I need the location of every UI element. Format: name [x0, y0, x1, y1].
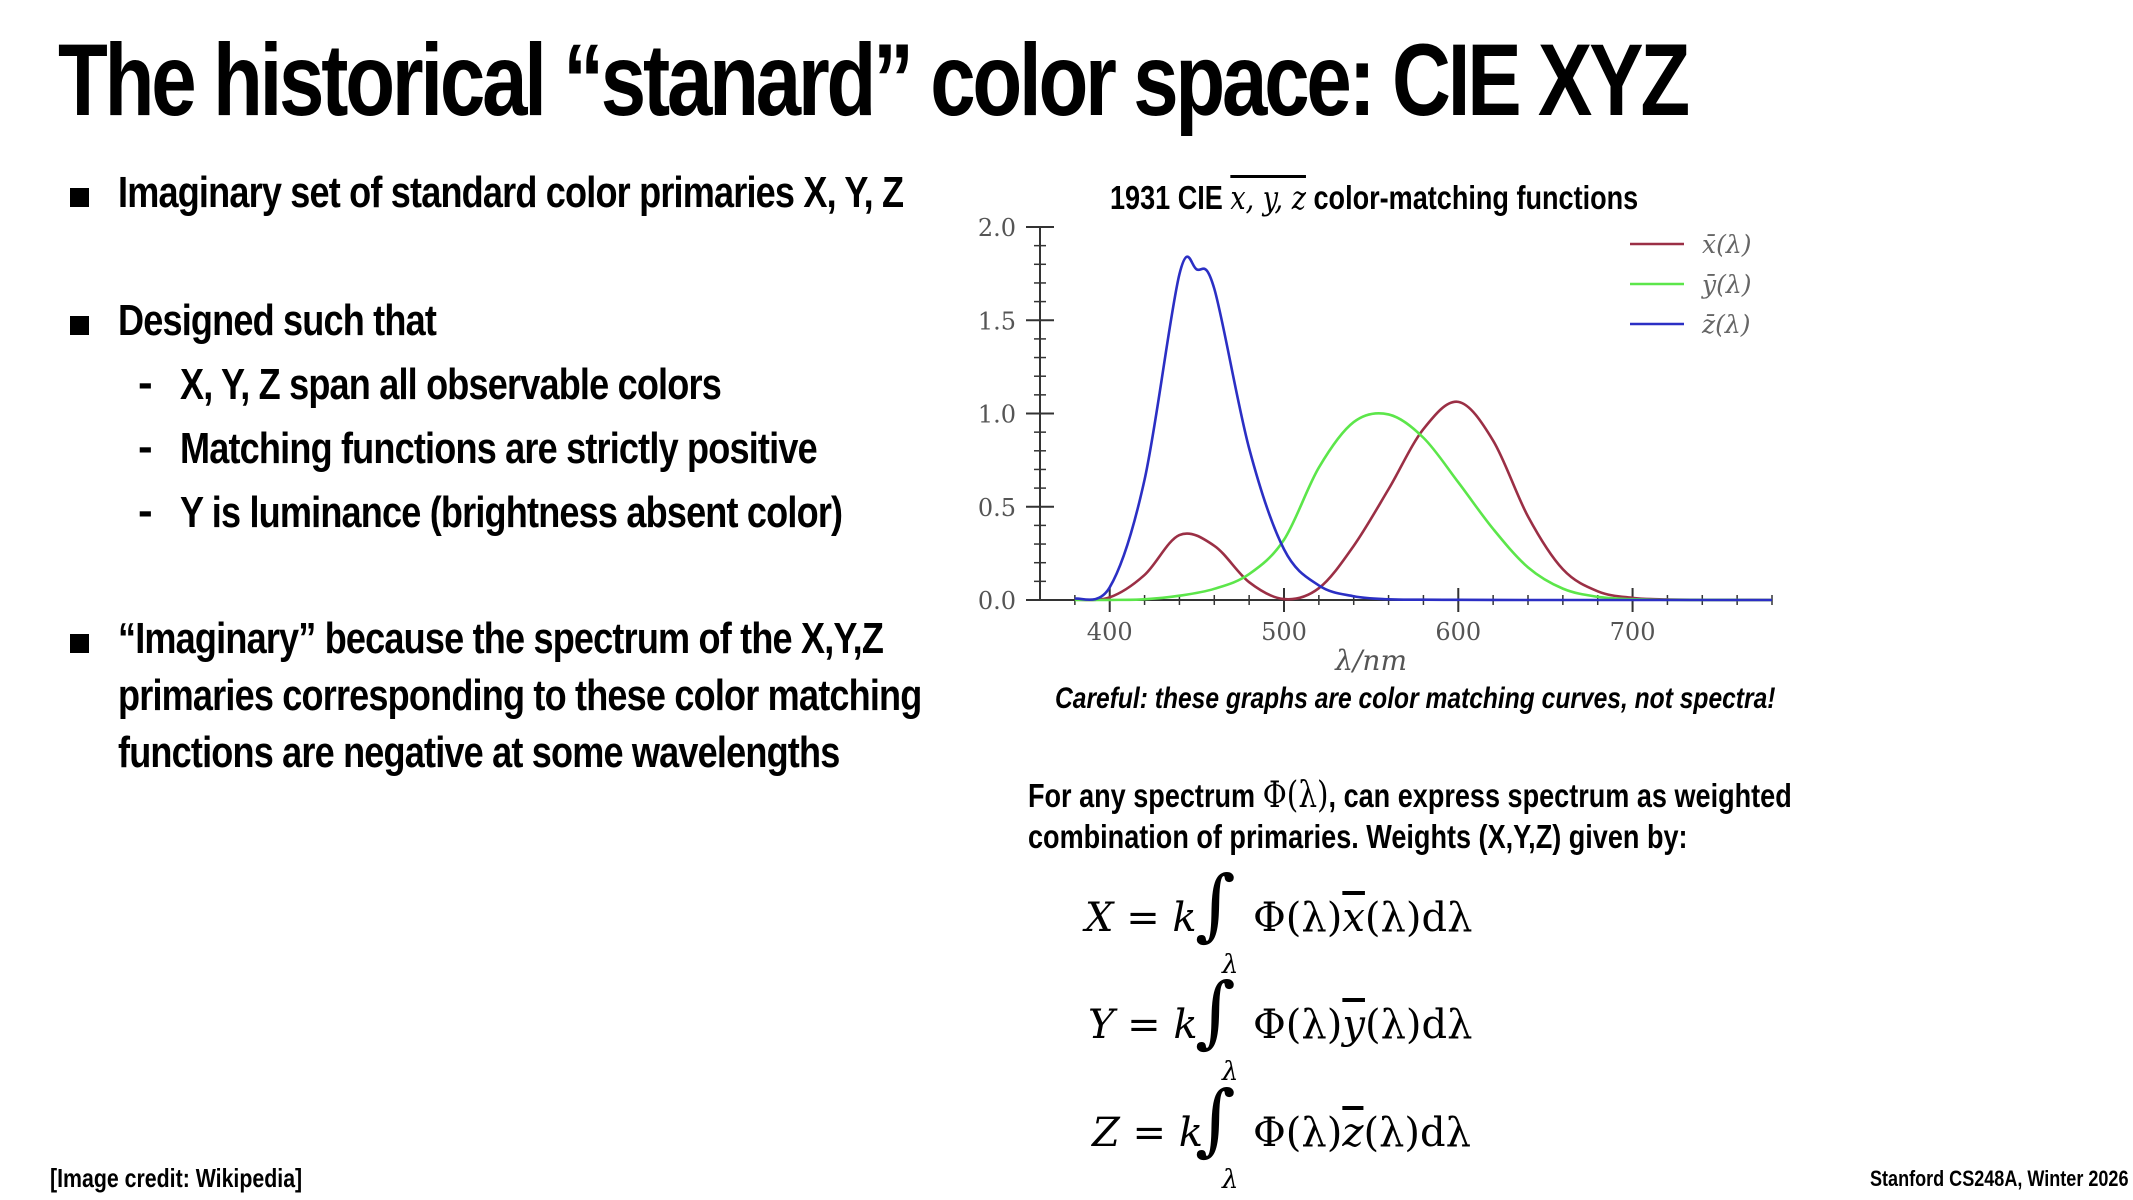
sub-bullet-1: X, Y, Z span all observable colors	[180, 360, 722, 409]
bullet-3-line-1: “Imaginary” because the spectrum of the …	[118, 614, 884, 663]
course-footer: Stanford CS248A, Winter 2026	[1870, 1166, 2129, 1191]
bullet-square-icon	[70, 316, 89, 335]
integral-subscript: λ	[1222, 950, 1239, 980]
legend-z-bar-label: z̄(λ)	[1701, 310, 1751, 339]
y-tick-label: 2.0	[978, 214, 1016, 242]
integral-sign-icon: ∫	[1195, 860, 1236, 950]
sub-bullet-dash: -	[138, 486, 153, 535]
para-text-a: For any spectrum	[1028, 777, 1256, 814]
equation-y-lhs: Y = k	[1088, 1002, 1198, 1048]
para-line-1: For any spectrum Φ(λ), can express spect…	[1028, 775, 1792, 816]
y-bar-curve	[1074, 411, 1773, 602]
equation-y-rhs: Φ(λ)y(λ)dλ	[1253, 1002, 1473, 1048]
equation-x-rhs: Φ(λ)x(λ)dλ	[1253, 895, 1472, 941]
x-bar-curve	[1074, 400, 1773, 602]
bullet-square-icon	[70, 634, 89, 653]
y-tick-label: 1.0	[978, 401, 1016, 429]
para-math: Φ(λ)	[1262, 775, 1329, 816]
equation-x-lhs: X = k	[1085, 895, 1197, 941]
eq-bar-z: z	[1342, 1110, 1364, 1156]
para-text-b: , can express spectrum as weighted	[1328, 777, 1792, 814]
bullet-2: Designed such that	[118, 296, 437, 345]
bullet-square-icon	[70, 188, 89, 207]
image-credit: [Image credit: Wikipedia]	[50, 1163, 303, 1193]
chart-title: 1931 CIE x, y, z color-matching function…	[1110, 178, 1638, 217]
legend-x-bar-label: x̄(λ)	[1702, 230, 1751, 259]
chart-title-math: x, y, z	[1230, 178, 1306, 217]
chart-lines	[1074, 255, 1773, 602]
z-bar-curve	[1074, 255, 1772, 602]
sub-bullet-2: Matching functions are strictly positive	[180, 424, 818, 473]
eq-phi: Φ(λ)	[1253, 1002, 1343, 1048]
integral-sign-icon: ∫	[1195, 967, 1236, 1057]
chart-title-suffix: color-matching functions	[1313, 179, 1639, 216]
x-tick-label: 600	[1435, 618, 1481, 646]
legend-y-bar-label: ȳ(λ)	[1701, 270, 1751, 299]
eq-phi: Φ(λ)	[1253, 1110, 1343, 1156]
x-tick-label: 500	[1261, 618, 1307, 646]
y-tick-label: 0.0	[978, 587, 1016, 615]
y-tick-label: 1.5	[978, 307, 1016, 335]
integral-sign-icon: ∫	[1195, 1075, 1236, 1165]
x-tick-label: 400	[1087, 618, 1133, 646]
sub-bullet-dash: -	[138, 422, 153, 471]
chart-axes: 0.0 0.5 1.0 1.5 2.0 400 500 600 700 λ/nm	[978, 214, 1773, 677]
bullet-1: Imaginary set of standard color primarie…	[118, 168, 904, 217]
slide-title: The historical “stanard” color space: CI…	[58, 23, 1690, 137]
eq-post: (λ)dλ	[1364, 1002, 1473, 1048]
para-line-2: combination of primaries. Weights (X,Y,Z…	[1028, 818, 1688, 855]
eq-bar-x: x	[1342, 895, 1365, 941]
sub-bullet-dash: -	[138, 358, 153, 407]
eq-post: (λ)dλ	[1363, 1110, 1471, 1156]
equation-z-rhs: Φ(λ)z(λ)dλ	[1253, 1110, 1471, 1156]
equation-z-lhs: Z = k	[1092, 1110, 1203, 1156]
caution-note: Careful: these graphs are color matching…	[1055, 682, 1776, 715]
eq-phi: Φ(λ)	[1253, 895, 1343, 941]
x-tick-label: 700	[1610, 618, 1656, 646]
integral-subscript: λ	[1222, 1165, 1239, 1195]
eq-post: (λ)dλ	[1364, 895, 1473, 941]
bullet-3-line-2: primaries corresponding to these color m…	[118, 671, 922, 720]
chart-title-prefix: 1931 CIE	[1110, 179, 1223, 216]
bullet-3-line-3: functions are negative at some wavelengt…	[118, 728, 840, 777]
integral-subscript: λ	[1222, 1057, 1239, 1087]
eq-bar-y: y	[1342, 1002, 1365, 1048]
sub-bullet-3: Y is luminance (brightness absent color)	[180, 488, 843, 537]
chart-legend: x̄(λ) ȳ(λ) z̄(λ)	[1630, 230, 1751, 339]
y-tick-label: 0.5	[978, 494, 1016, 522]
x-axis-label: λ/nm	[1334, 644, 1407, 677]
